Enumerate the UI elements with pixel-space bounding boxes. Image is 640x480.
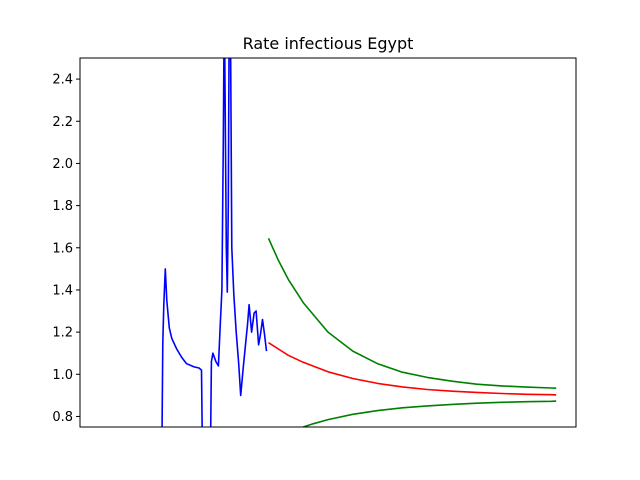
y-tick-label: 2.0 [52,157,73,172]
chart-title: Rate infectious Egypt [243,34,414,53]
y-tick-label: 0.8 [52,410,73,425]
y-tick-label: 2.4 [52,73,73,88]
y-tick-label: 2.2 [52,115,73,130]
y-tick-label: 1.2 [52,326,73,341]
y-tick-label: 1.8 [52,199,73,214]
y-tick-label: 1.4 [52,283,73,298]
y-tick-label: 1.0 [52,368,73,383]
y-tick-label: 1.6 [52,241,73,256]
